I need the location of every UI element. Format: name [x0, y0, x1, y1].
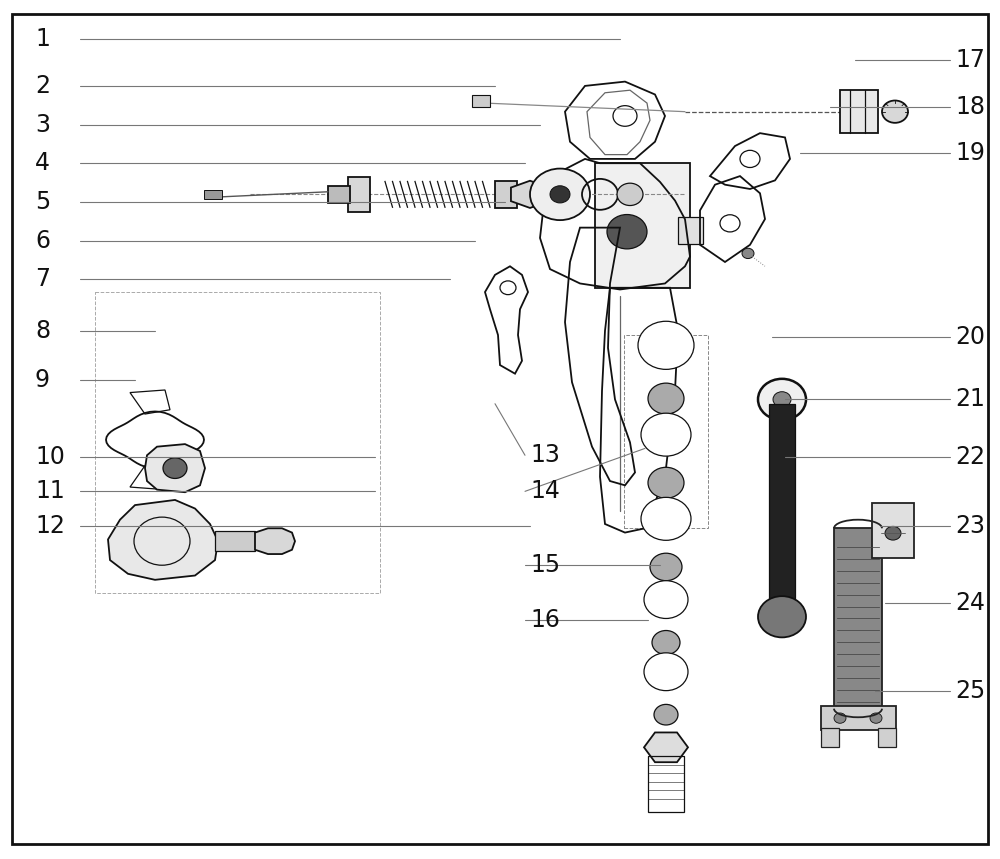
Bar [204, 190, 222, 198]
Bar [878, 728, 896, 747]
Text: 18: 18 [955, 94, 985, 119]
Text: 20: 20 [955, 325, 985, 349]
Text: 6: 6 [35, 228, 50, 253]
Bar [215, 531, 255, 551]
Circle shape [654, 704, 678, 725]
Polygon shape [644, 733, 688, 762]
Text: 1: 1 [35, 27, 50, 51]
Circle shape [742, 248, 754, 259]
Circle shape [834, 713, 846, 723]
Text: 5: 5 [35, 190, 50, 214]
Text: 19: 19 [955, 141, 985, 165]
Text: 11: 11 [35, 479, 65, 503]
Text: 23: 23 [955, 514, 985, 538]
Circle shape [617, 183, 643, 205]
Polygon shape [108, 500, 218, 580]
Bar [834, 528, 882, 709]
Circle shape [648, 383, 684, 414]
Text: 22: 22 [955, 445, 985, 469]
Circle shape [773, 392, 791, 407]
Text: 15: 15 [530, 553, 560, 577]
Circle shape [644, 581, 688, 618]
Text: 17: 17 [955, 48, 985, 72]
Text: 24: 24 [955, 591, 985, 615]
Circle shape [652, 631, 680, 655]
Bar [840, 90, 878, 133]
Circle shape [648, 467, 684, 498]
Polygon shape [511, 180, 549, 208]
Circle shape [644, 653, 688, 691]
Bar [648, 756, 684, 812]
Text: 25: 25 [955, 679, 985, 704]
Polygon shape [145, 444, 205, 492]
Circle shape [641, 497, 691, 540]
Circle shape [885, 527, 901, 540]
Circle shape [530, 168, 590, 220]
Bar [769, 404, 795, 610]
Polygon shape [595, 163, 690, 288]
Circle shape [641, 413, 691, 456]
Text: 3: 3 [35, 113, 50, 137]
Bar [820, 728, 838, 747]
Bar [495, 180, 517, 208]
Text: 8: 8 [35, 319, 50, 343]
Circle shape [607, 215, 647, 249]
Text: 14: 14 [530, 479, 560, 503]
Text: 4: 4 [35, 151, 50, 175]
Text: 21: 21 [955, 387, 985, 411]
Text: 2: 2 [35, 74, 50, 98]
Bar [820, 706, 896, 730]
Text: 10: 10 [35, 445, 65, 469]
Circle shape [870, 713, 882, 723]
Circle shape [758, 379, 806, 420]
Bar [678, 216, 703, 244]
Bar [624, 335, 708, 528]
Text: 7: 7 [35, 267, 50, 291]
Bar [328, 186, 350, 203]
Circle shape [638, 321, 694, 369]
Circle shape [650, 553, 682, 581]
Circle shape [550, 186, 570, 203]
Circle shape [758, 596, 806, 637]
Polygon shape [255, 528, 295, 554]
Text: 12: 12 [35, 514, 65, 538]
Circle shape [163, 458, 187, 478]
Bar [872, 503, 914, 558]
Circle shape [882, 101, 908, 123]
Bar [348, 177, 370, 211]
Text: 13: 13 [530, 443, 560, 467]
Bar [472, 95, 490, 107]
Text: 16: 16 [530, 608, 560, 632]
Text: 9: 9 [35, 368, 50, 392]
